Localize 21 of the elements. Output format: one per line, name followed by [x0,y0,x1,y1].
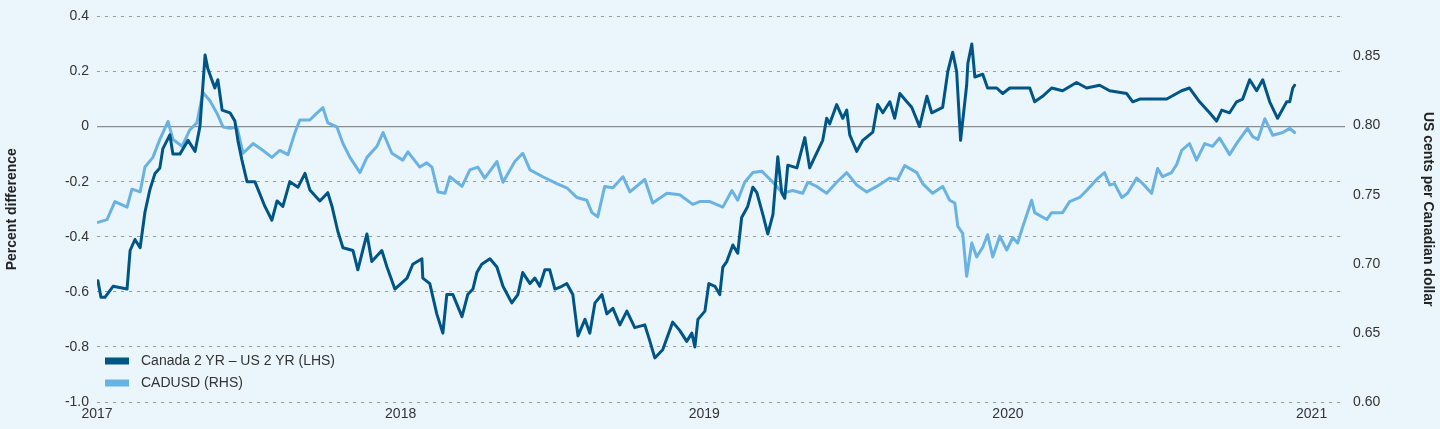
y2-tick-label: 0.70 [1353,254,1381,271]
legend-label: Canada 2 YR – US 2 YR (LHS) [141,351,336,368]
y2-tick-label: 0.85 [1353,47,1381,64]
y-tick-label: 0.4 [69,7,90,24]
y-tick-label: -0.6 [64,282,90,299]
y-tick-label: 0.2 [69,62,90,79]
y2-tick-label: 0.60 [1353,392,1381,409]
legend-label: CADUSD (RHS) [141,373,243,390]
y2-tick-label: 0.75 [1353,185,1381,202]
y-tick-label: 0 [81,117,90,134]
y2-tick-label: 0.65 [1353,323,1381,340]
y2-tick-label: 0.80 [1353,116,1381,133]
x-tick-label: 2019 [688,405,721,422]
y-tick-label: -0.4 [64,227,90,244]
x-tick-label: 2018 [385,405,417,422]
y-axis-title: Percent difference [3,147,20,271]
x-tick-label: 2021 [1296,405,1328,422]
y-tick-label: -0.8 [64,337,90,354]
x-tick-label: 2020 [992,405,1024,422]
y2-axis-title: US cents per Canadian dollar [1420,111,1437,307]
y-tick-label: -0.2 [64,172,90,189]
